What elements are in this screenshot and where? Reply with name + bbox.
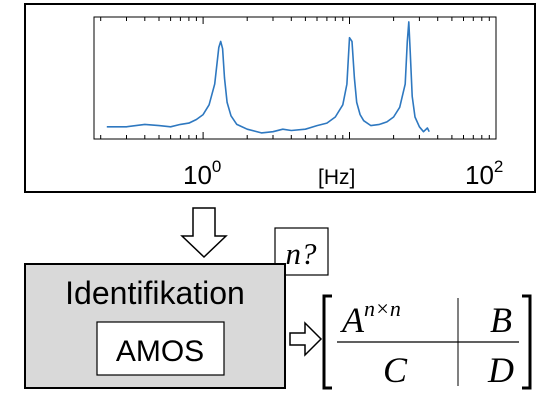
matrix-left-bracket	[322, 294, 332, 390]
matrix-b: B	[490, 300, 512, 340]
identification-title: Identifikation	[65, 275, 245, 311]
x-tick-exp-2: 2	[494, 157, 503, 176]
matrix-a: An×n	[340, 296, 401, 340]
spectrum-line	[106, 21, 430, 134]
amos-label: AMOS	[116, 335, 204, 368]
matrix-right-bracket	[522, 294, 532, 390]
matrix-d: D	[487, 350, 514, 390]
state-space-matrix: An×n B C D	[322, 294, 532, 390]
x-tick-label-2: 102	[465, 157, 503, 190]
matrix-a-sup: n×n	[364, 296, 401, 321]
x-axis-label: [Hz]	[318, 166, 355, 189]
amos-box	[96, 321, 225, 376]
down-arrow-icon	[180, 207, 228, 259]
model-order-label: n?	[286, 236, 318, 271]
plot-axes-box	[93, 16, 497, 140]
right-arrow-icon	[289, 321, 323, 357]
x-tick-exp-1: 0	[212, 157, 221, 176]
matrix-c: C	[383, 350, 408, 390]
tick-marks	[100, 17, 490, 139]
x-tick-label-1: 100	[183, 157, 221, 190]
